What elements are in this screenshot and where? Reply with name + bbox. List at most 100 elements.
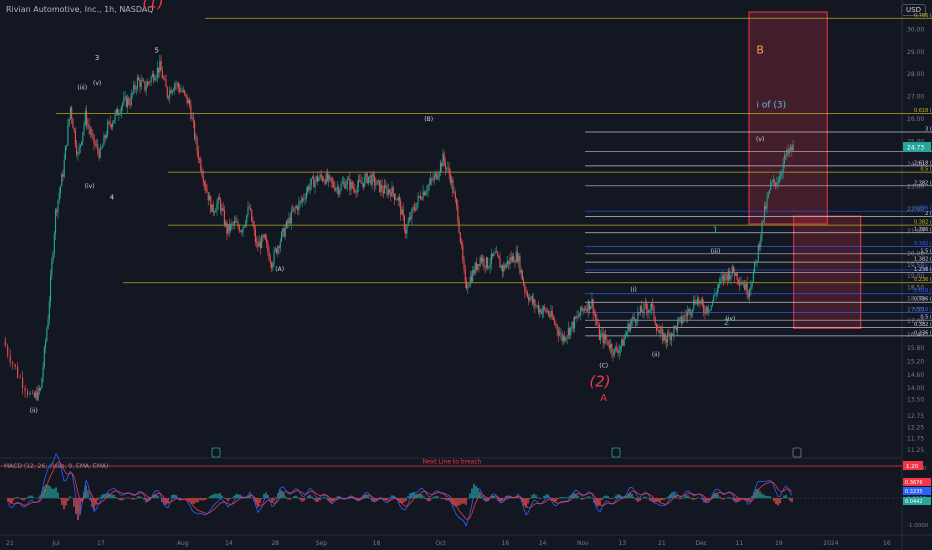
candle-body bbox=[456, 198, 458, 206]
macd-histogram-bar bbox=[233, 495, 235, 499]
candle-body bbox=[686, 311, 689, 317]
candle-body bbox=[279, 241, 281, 249]
candle-body bbox=[427, 185, 429, 192]
macd-histogram-bar bbox=[637, 498, 639, 502]
candle-body bbox=[115, 109, 117, 114]
candle-body bbox=[739, 281, 741, 285]
price-tick-label: 23.00 bbox=[907, 183, 924, 190]
candle-body bbox=[677, 321, 679, 331]
macd-histogram-bar bbox=[755, 489, 757, 499]
candle-body bbox=[148, 81, 150, 83]
candle-body bbox=[172, 89, 175, 91]
fib-level-label: 1.236 (19.14) bbox=[914, 267, 932, 273]
candle-body bbox=[300, 200, 302, 202]
candle-body bbox=[206, 189, 208, 193]
candle-body bbox=[703, 304, 705, 312]
macd-histogram-bar bbox=[321, 497, 323, 499]
candle-body bbox=[643, 303, 645, 314]
macd-histogram-bar bbox=[623, 496, 625, 499]
macd-histogram-bar bbox=[377, 498, 379, 499]
candle-body bbox=[341, 182, 343, 184]
macd-histogram-bar bbox=[225, 498, 227, 500]
candle-body bbox=[573, 316, 576, 329]
candle-body bbox=[528, 296, 530, 301]
candle-body bbox=[672, 333, 674, 336]
candle-body bbox=[575, 316, 577, 319]
candle-body bbox=[472, 270, 474, 282]
candle-body bbox=[605, 334, 607, 340]
macd-histogram-bar bbox=[481, 496, 483, 499]
candle-body bbox=[480, 257, 482, 262]
macd-histogram-bar bbox=[669, 494, 671, 499]
candle-body bbox=[280, 232, 283, 242]
candle-body bbox=[675, 326, 677, 331]
macd-histogram-bar bbox=[383, 498, 385, 500]
fib-level-label: 0.382 (20.30) bbox=[914, 241, 932, 247]
candle-body bbox=[641, 306, 643, 313]
macd-histogram-bar bbox=[779, 498, 781, 504]
candle-body bbox=[484, 265, 486, 268]
candle-body bbox=[79, 144, 81, 148]
candle-body bbox=[545, 308, 547, 313]
wave-label: (2) bbox=[589, 373, 610, 391]
fib-level-label: 2.618 (23.89) bbox=[914, 160, 932, 166]
candle-body bbox=[644, 303, 646, 305]
candle-body bbox=[485, 257, 487, 268]
candle-body bbox=[499, 258, 501, 268]
candle-body bbox=[264, 234, 266, 240]
candle-body bbox=[119, 113, 121, 115]
candle-body bbox=[778, 176, 780, 183]
macd-histogram-bar bbox=[447, 498, 449, 501]
candle-body bbox=[288, 217, 290, 224]
macd-histogram-bar bbox=[97, 498, 99, 501]
macd-histogram-bar bbox=[553, 498, 555, 502]
macd-histogram-bar bbox=[165, 498, 167, 505]
macd-indicator-label[interactable]: MACD (12, 26, close, 9, EMA, EMA) bbox=[4, 463, 109, 470]
chart-symbol-title[interactable]: Rivian Automotive, Inc., 1h, NASDAQ bbox=[6, 5, 154, 14]
macd-histogram-bar bbox=[729, 497, 731, 499]
macd-histogram-bar bbox=[425, 498, 427, 500]
candle-body bbox=[223, 210, 225, 225]
macd-histogram-bar bbox=[469, 493, 471, 499]
candle-body bbox=[732, 266, 735, 272]
macd-histogram-bar bbox=[511, 497, 513, 499]
candle-body bbox=[406, 225, 408, 234]
macd-histogram-bar bbox=[441, 498, 443, 500]
candle-body bbox=[696, 298, 699, 304]
price-tick-label: 29.00 bbox=[907, 49, 924, 56]
macd-histogram-bar bbox=[213, 493, 215, 499]
candle-body bbox=[447, 167, 449, 169]
fib-level-label: 2 (21.64) bbox=[925, 211, 932, 217]
candle-body bbox=[215, 211, 217, 213]
candle-body bbox=[401, 209, 403, 215]
candle-body bbox=[792, 144, 794, 151]
macd-histogram-bar bbox=[301, 498, 303, 502]
macd-histogram-bar bbox=[705, 498, 707, 503]
candle-body bbox=[125, 96, 127, 107]
candle-body bbox=[304, 198, 306, 200]
macd-histogram-bar bbox=[701, 498, 703, 500]
macd-histogram-bar bbox=[305, 498, 307, 499]
wave-label: B bbox=[756, 43, 764, 56]
candle-body bbox=[540, 308, 542, 315]
macd-histogram-bar bbox=[537, 497, 539, 499]
macd-histogram-bar bbox=[81, 498, 83, 502]
candle-body bbox=[153, 73, 155, 81]
candle-body bbox=[590, 306, 592, 310]
candle-body bbox=[175, 83, 177, 85]
candle-body bbox=[59, 186, 62, 194]
candle-body bbox=[708, 310, 710, 312]
macd-histogram-bar bbox=[23, 498, 25, 501]
candle-body bbox=[554, 319, 556, 324]
macd-histogram-bar bbox=[791, 498, 793, 503]
candle-body bbox=[530, 296, 532, 298]
candle-body bbox=[747, 294, 749, 297]
candle-body bbox=[243, 225, 245, 228]
macd-histogram-bar bbox=[389, 497, 391, 499]
macd-histogram-bar bbox=[139, 496, 141, 499]
macd-histogram-bar bbox=[695, 498, 697, 499]
candle-body bbox=[282, 228, 284, 233]
candle-body bbox=[387, 189, 389, 195]
candle-body bbox=[495, 251, 497, 253]
